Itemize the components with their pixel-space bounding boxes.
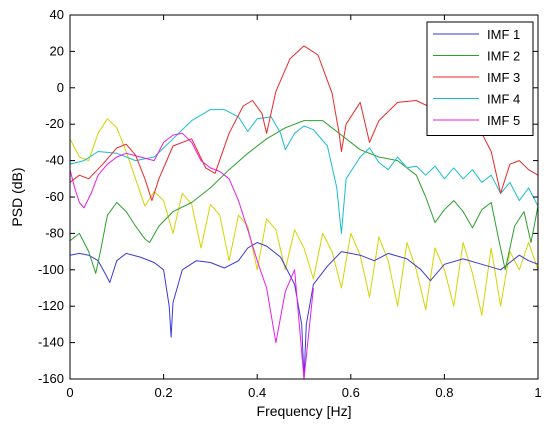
x-tick-label: 1 xyxy=(534,385,541,400)
y-tick-label: -20 xyxy=(45,116,64,131)
legend-label: IMF 1 xyxy=(487,27,520,42)
series-line-4 xyxy=(70,109,538,234)
y-axis-label: PSD (dB) xyxy=(9,167,25,226)
axis-ticks: 0 0.2 0.4 0.6 0.8 1 40 20 0 -20 -40 -60 -80 -100 -120 -… xyxy=(38,7,542,400)
x-tick-label: 0.2 xyxy=(155,385,173,400)
legend-entries: IMF 1 IMF 2 IMF 3 IMF 4 IMF 5 xyxy=(433,27,520,128)
series-line-5 xyxy=(70,132,314,379)
series-layer xyxy=(70,45,538,379)
y-tick-label: -40 xyxy=(45,153,64,168)
x-tick-label: 0.8 xyxy=(435,385,453,400)
y-tick-label: -80 xyxy=(45,225,64,240)
y-tick-label: -120 xyxy=(38,298,64,313)
x-tick-label: 0.4 xyxy=(248,385,266,400)
legend-label: IMF 4 xyxy=(487,92,520,107)
y-tick-label: -60 xyxy=(45,189,64,204)
legend-box xyxy=(426,21,534,136)
legend-label: IMF 3 xyxy=(487,70,520,85)
legend-label: IMF 2 xyxy=(487,49,520,64)
y-tick-label: -100 xyxy=(38,262,64,277)
y-tick-label: 0 xyxy=(57,80,64,95)
y-tick-label: -160 xyxy=(38,371,64,386)
series-line-6 xyxy=(70,118,538,316)
x-tick-label: 0.6 xyxy=(342,385,360,400)
series-line-2 xyxy=(70,120,538,274)
x-axis-label: Frequency [Hz] xyxy=(257,403,352,419)
y-tick-label: 40 xyxy=(50,7,64,22)
x-tick-label: 0 xyxy=(66,385,73,400)
series-line-1 xyxy=(70,242,538,379)
legend-label: IMF 5 xyxy=(487,113,520,128)
y-tick-label: -140 xyxy=(38,335,64,350)
legend: IMF 1 IMF 2 IMF 3 IMF 4 IMF 5 xyxy=(426,21,534,136)
y-tick-label: 20 xyxy=(50,43,64,58)
